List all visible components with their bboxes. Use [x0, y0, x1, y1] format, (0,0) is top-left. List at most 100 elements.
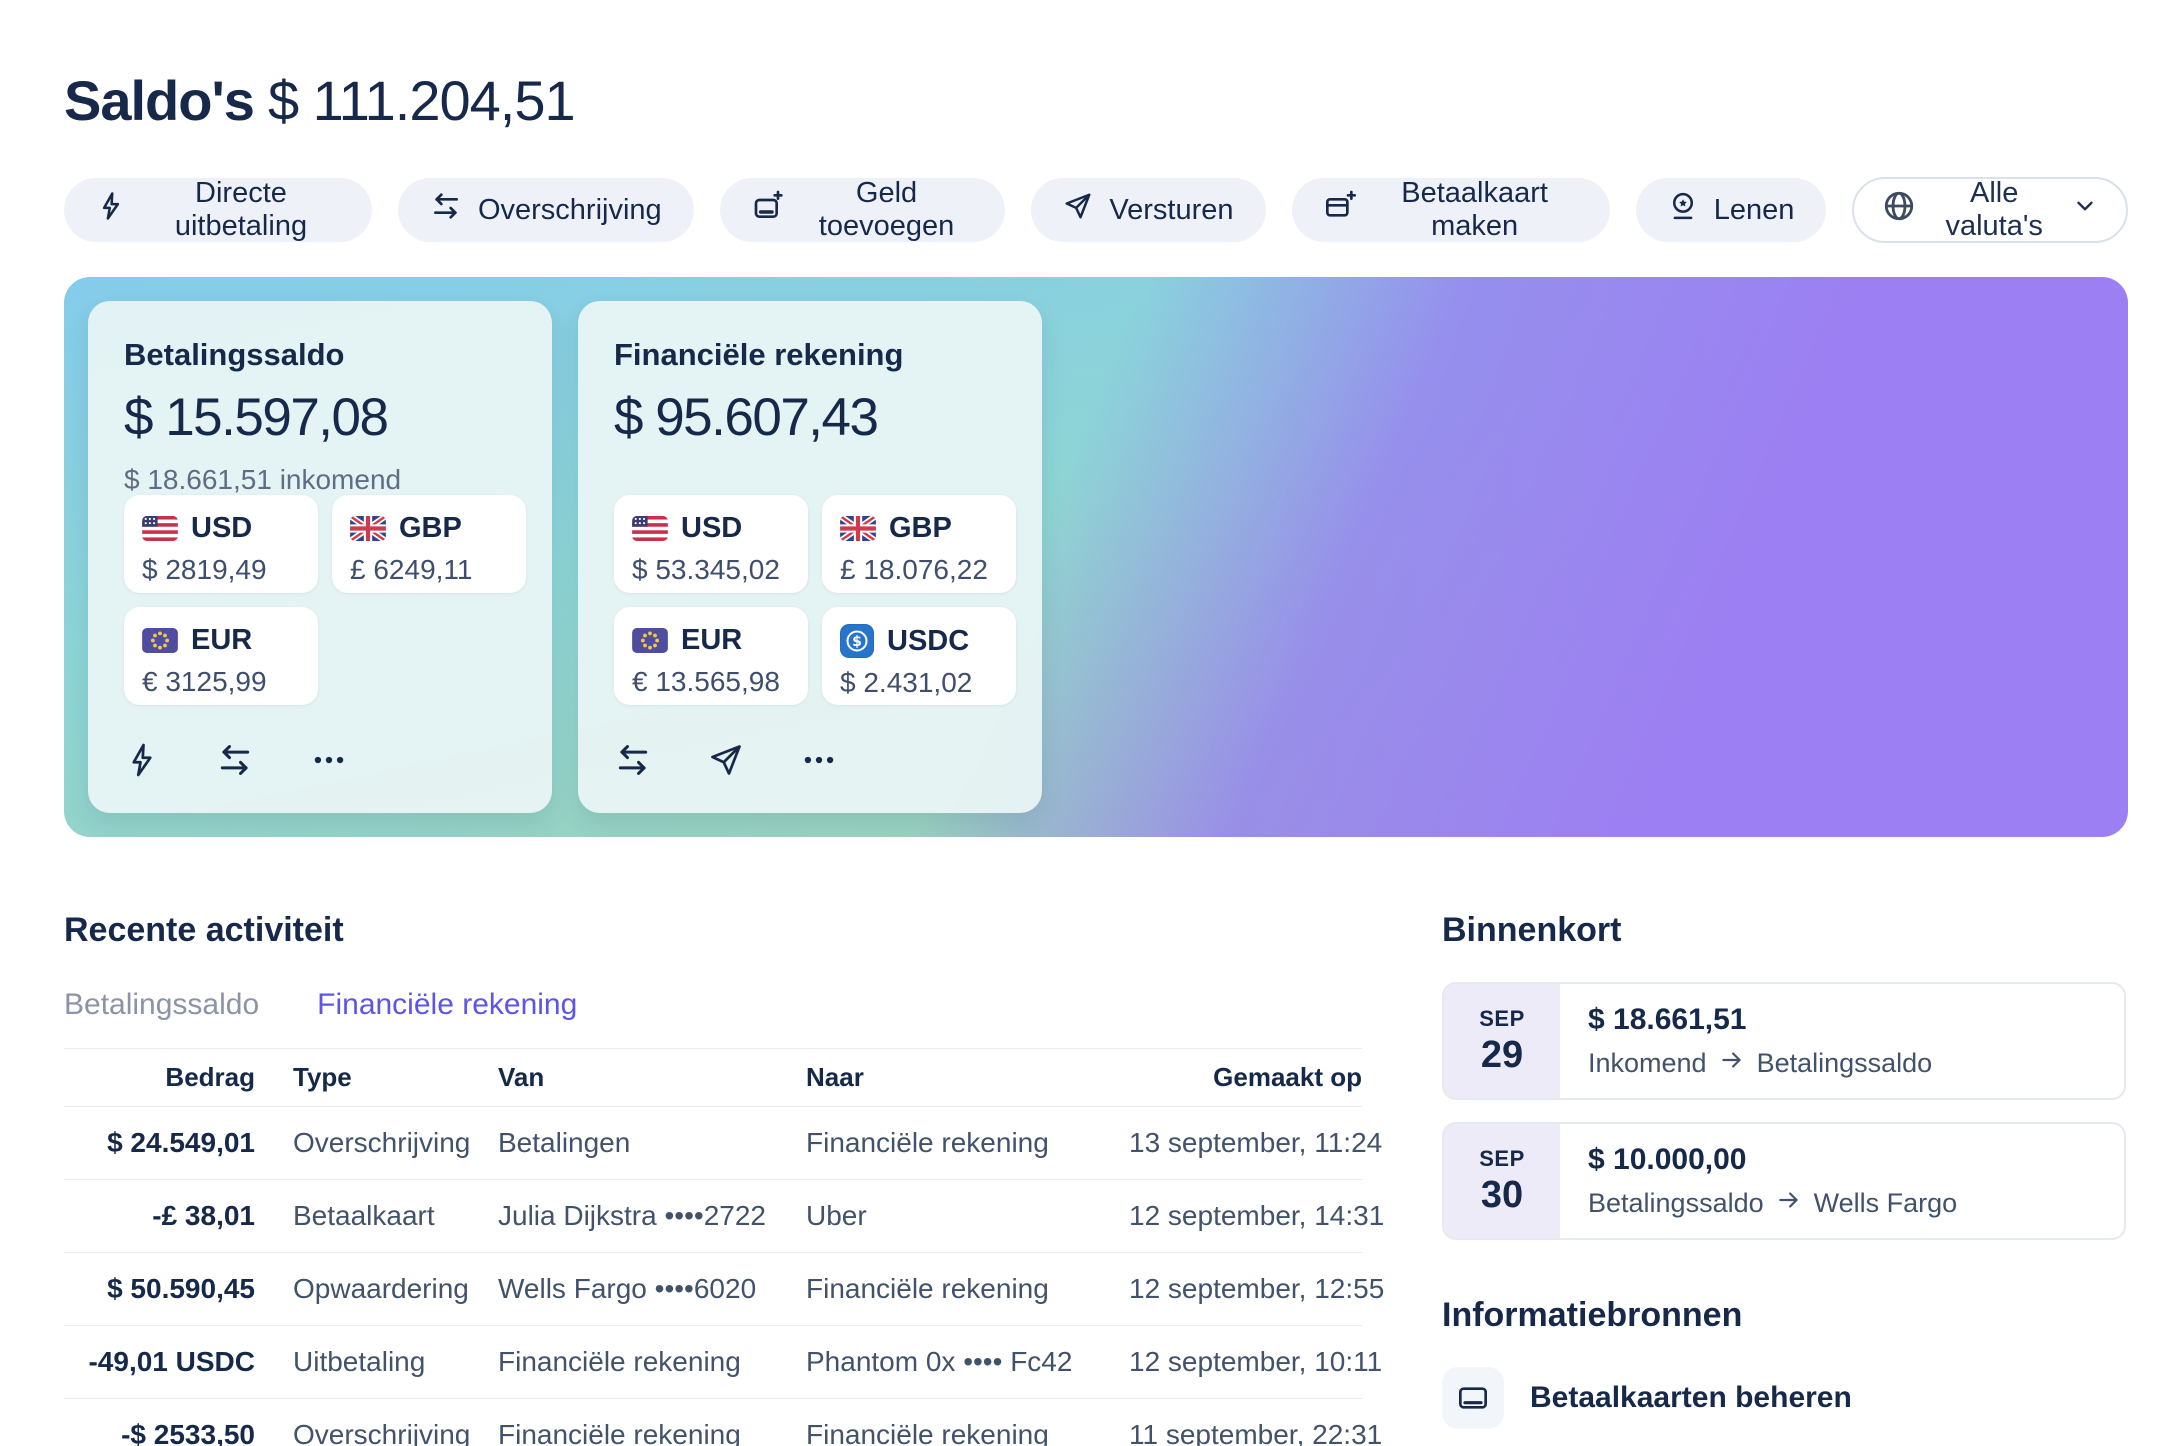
account-incoming: $ 18.661,51 inkomend — [124, 464, 402, 495]
instant-payout-button[interactable]: Directe uitbetaling — [64, 177, 372, 242]
arrow-right-icon — [1719, 1047, 1745, 1080]
currency-amount: $ 2819,49 — [142, 554, 267, 585]
uk-flag-icon — [350, 516, 386, 541]
us-flag-icon — [142, 516, 178, 541]
table-row[interactable]: $ 50.590,45 Opwaardering Wells Fargo •••… — [64, 1253, 1384, 1326]
cell-type: Overschrijving — [293, 1419, 471, 1446]
table-row[interactable]: $ 24.549,01 Overschrijving Betalingen Fi… — [64, 1107, 1382, 1180]
table-row[interactable]: -49,01 USDC Uitbetaling Financiële reken… — [64, 1326, 1382, 1399]
cell-amount: $ 50.590,45 — [107, 1273, 255, 1304]
account-card-financiele-rekening[interactable]: Financiële rekening $ 95.607,43 USD $ 53… — [578, 301, 1042, 813]
cell-to: Financiële rekening — [806, 1419, 1049, 1446]
date-day: 30 — [1480, 1173, 1524, 1216]
transfer-button[interactable]: Overschrijving — [397, 178, 694, 242]
send-icon — [1063, 191, 1093, 229]
us-flag-icon — [632, 516, 668, 541]
send-icon-button[interactable] — [708, 742, 744, 778]
col-gemaakt-op: Gemaakt op — [1213, 1062, 1362, 1092]
currency-amount: £ 6249,11 — [350, 554, 473, 585]
action-label: Overschrijving — [477, 193, 662, 226]
award-icon — [1668, 191, 1698, 229]
tab-financiele-rekening[interactable]: Financiële rekening — [317, 988, 578, 1021]
upcoming-route: Inkomend Betalingssaldo — [1588, 1047, 1932, 1080]
account-name: Betalingssaldo — [124, 337, 345, 372]
upcoming-item[interactable]: SEP 30 $ 10.000,00 Betalingssaldo Wells … — [1442, 1122, 2126, 1240]
action-bar: Directe uitbetaling Overschrijving Geld … — [64, 177, 2128, 243]
cell-date: 12 september, 10:11 — [1129, 1346, 1383, 1377]
accounts-banner: Betalingssaldo $ 15.597,08 $ 18.661,51 i… — [64, 277, 2128, 837]
uk-flag-icon — [840, 516, 876, 541]
currency-chip-gbp[interactable]: GBP £ 6249,11 — [332, 495, 526, 593]
action-label: Lenen — [1713, 193, 1795, 226]
cell-date: 12 september, 12:55 — [1129, 1273, 1385, 1304]
date-badge: SEP 30 — [1444, 1124, 1560, 1238]
col-van: Van — [498, 1062, 545, 1092]
send-button[interactable]: Versturen — [1031, 178, 1266, 242]
lightning-icon — [96, 191, 126, 229]
route-from: Inkomend — [1588, 1047, 1707, 1078]
borrow-button[interactable]: Lenen — [1635, 178, 1827, 242]
account-card-betalingssaldo[interactable]: Betalingssaldo $ 15.597,08 $ 18.661,51 i… — [88, 301, 552, 813]
cell-amount: -$ 2533,50 — [121, 1419, 255, 1446]
currency-chip-gbp[interactable]: GBP £ 18.076,22 — [822, 495, 1016, 593]
currency-chips: USD $ 53.345,02 GBP £ 18.076,22 EUR — [614, 495, 1016, 705]
account-quick-actions — [614, 741, 1006, 779]
route-to: Betalingssaldo — [1756, 1047, 1933, 1078]
card-plus-icon — [1324, 190, 1356, 230]
cell-to: Financiële rekening — [806, 1273, 1049, 1304]
transfer-icon — [430, 190, 462, 230]
route-from: Betalingssaldo — [1588, 1187, 1764, 1218]
chevron-down-icon — [2072, 193, 2098, 227]
cell-to: Phantom 0x •••• Fc42 — [806, 1346, 1073, 1377]
main-content: Recente activiteit Betalingssaldo Financ… — [64, 911, 2128, 1446]
instant-payout-icon-button[interactable] — [124, 742, 160, 778]
upcoming-list: SEP 29 $ 18.661,51 Inkomend Betalingssal… — [1442, 982, 2126, 1240]
date-month: SEP — [1479, 1005, 1525, 1031]
transfer-icon-button[interactable] — [614, 741, 652, 779]
cell-type: Opwaardering — [293, 1273, 469, 1304]
add-money-button[interactable]: Geld toevoegen — [719, 177, 1006, 242]
action-label: Versturen — [1109, 193, 1234, 226]
currency-amount: $ 2.431,02 — [840, 667, 973, 698]
cell-type: Uitbetaling — [293, 1346, 426, 1377]
transfer-icon-button[interactable] — [216, 741, 254, 779]
currency-filter-label: Alle valuta's — [1945, 177, 2043, 242]
currency-filter-dropdown[interactable]: Alle valuta's — [1852, 177, 2128, 243]
currency-chip-eur[interactable]: EUR € 3125,99 — [124, 607, 318, 705]
cell-from: Betalingen — [498, 1127, 631, 1158]
cell-amount: $ 24.549,01 — [107, 1127, 255, 1158]
table-row[interactable]: -£ 38,01 Betaalkaart Julia Dijkstra ••••… — [64, 1180, 1384, 1253]
upcoming-item[interactable]: SEP 29 $ 18.661,51 Inkomend Betalingssal… — [1442, 982, 2126, 1100]
cell-type: Betaalkaart — [293, 1200, 435, 1231]
more-options-icon-button[interactable] — [800, 741, 838, 779]
cell-date: 11 september, 22:31 — [1129, 1419, 1383, 1446]
account-quick-actions — [124, 741, 516, 779]
tab-betalingssaldo[interactable]: Betalingssaldo — [64, 988, 260, 1021]
more-options-icon-button[interactable] — [310, 741, 348, 779]
upcoming-heading: Binnenkort — [1442, 911, 1622, 949]
currency-chip-usd[interactable]: USD $ 53.345,02 — [614, 495, 808, 593]
eu-flag-icon — [142, 628, 178, 653]
arrow-right-icon — [1776, 1187, 1802, 1220]
currency-code: GBP — [889, 512, 952, 544]
svg-text:$: $ — [852, 634, 862, 650]
upcoming-item-body: $ 10.000,00 Betalingssaldo Wells Fargo — [1560, 1124, 1957, 1238]
table-row[interactable]: -$ 2533,50 Overschrijving Financiële rek… — [64, 1399, 1382, 1446]
account-balance: $ 95.607,43 — [614, 388, 879, 447]
currency-chip-usdc[interactable]: $ USDC $ 2.431,02 — [822, 607, 1016, 705]
table-header-row: Bedrag Type Van Naar Gemaakt op — [64, 1049, 1362, 1107]
currency-chip-eur[interactable]: EUR € 13.565,98 — [614, 607, 808, 705]
cell-from: Julia Dijkstra ••••2722 — [498, 1200, 766, 1231]
cell-to: Uber — [806, 1200, 867, 1231]
upcoming-amount: $ 10.000,00 — [1588, 1142, 1747, 1176]
resources-heading: Informatiebronnen — [1442, 1296, 1743, 1334]
cell-date: 13 september, 11:24 — [1129, 1127, 1383, 1158]
currency-chips: USD $ 2819,49 GBP £ 6249,11 EUR — [124, 495, 526, 705]
currency-code: EUR — [681, 624, 743, 656]
account-name: Financiële rekening — [614, 337, 904, 372]
currency-chip-usd[interactable]: USD $ 2819,49 — [124, 495, 318, 593]
manage-cards-link[interactable]: Betaalkaarten beheren — [1442, 1367, 2126, 1429]
currency-amount: € 3125,99 — [142, 666, 267, 697]
account-header: Betalingssaldo $ 15.597,08 $ 18.661,51 i… — [124, 337, 516, 495]
create-card-button[interactable]: Betaalkaart maken — [1291, 177, 1610, 242]
